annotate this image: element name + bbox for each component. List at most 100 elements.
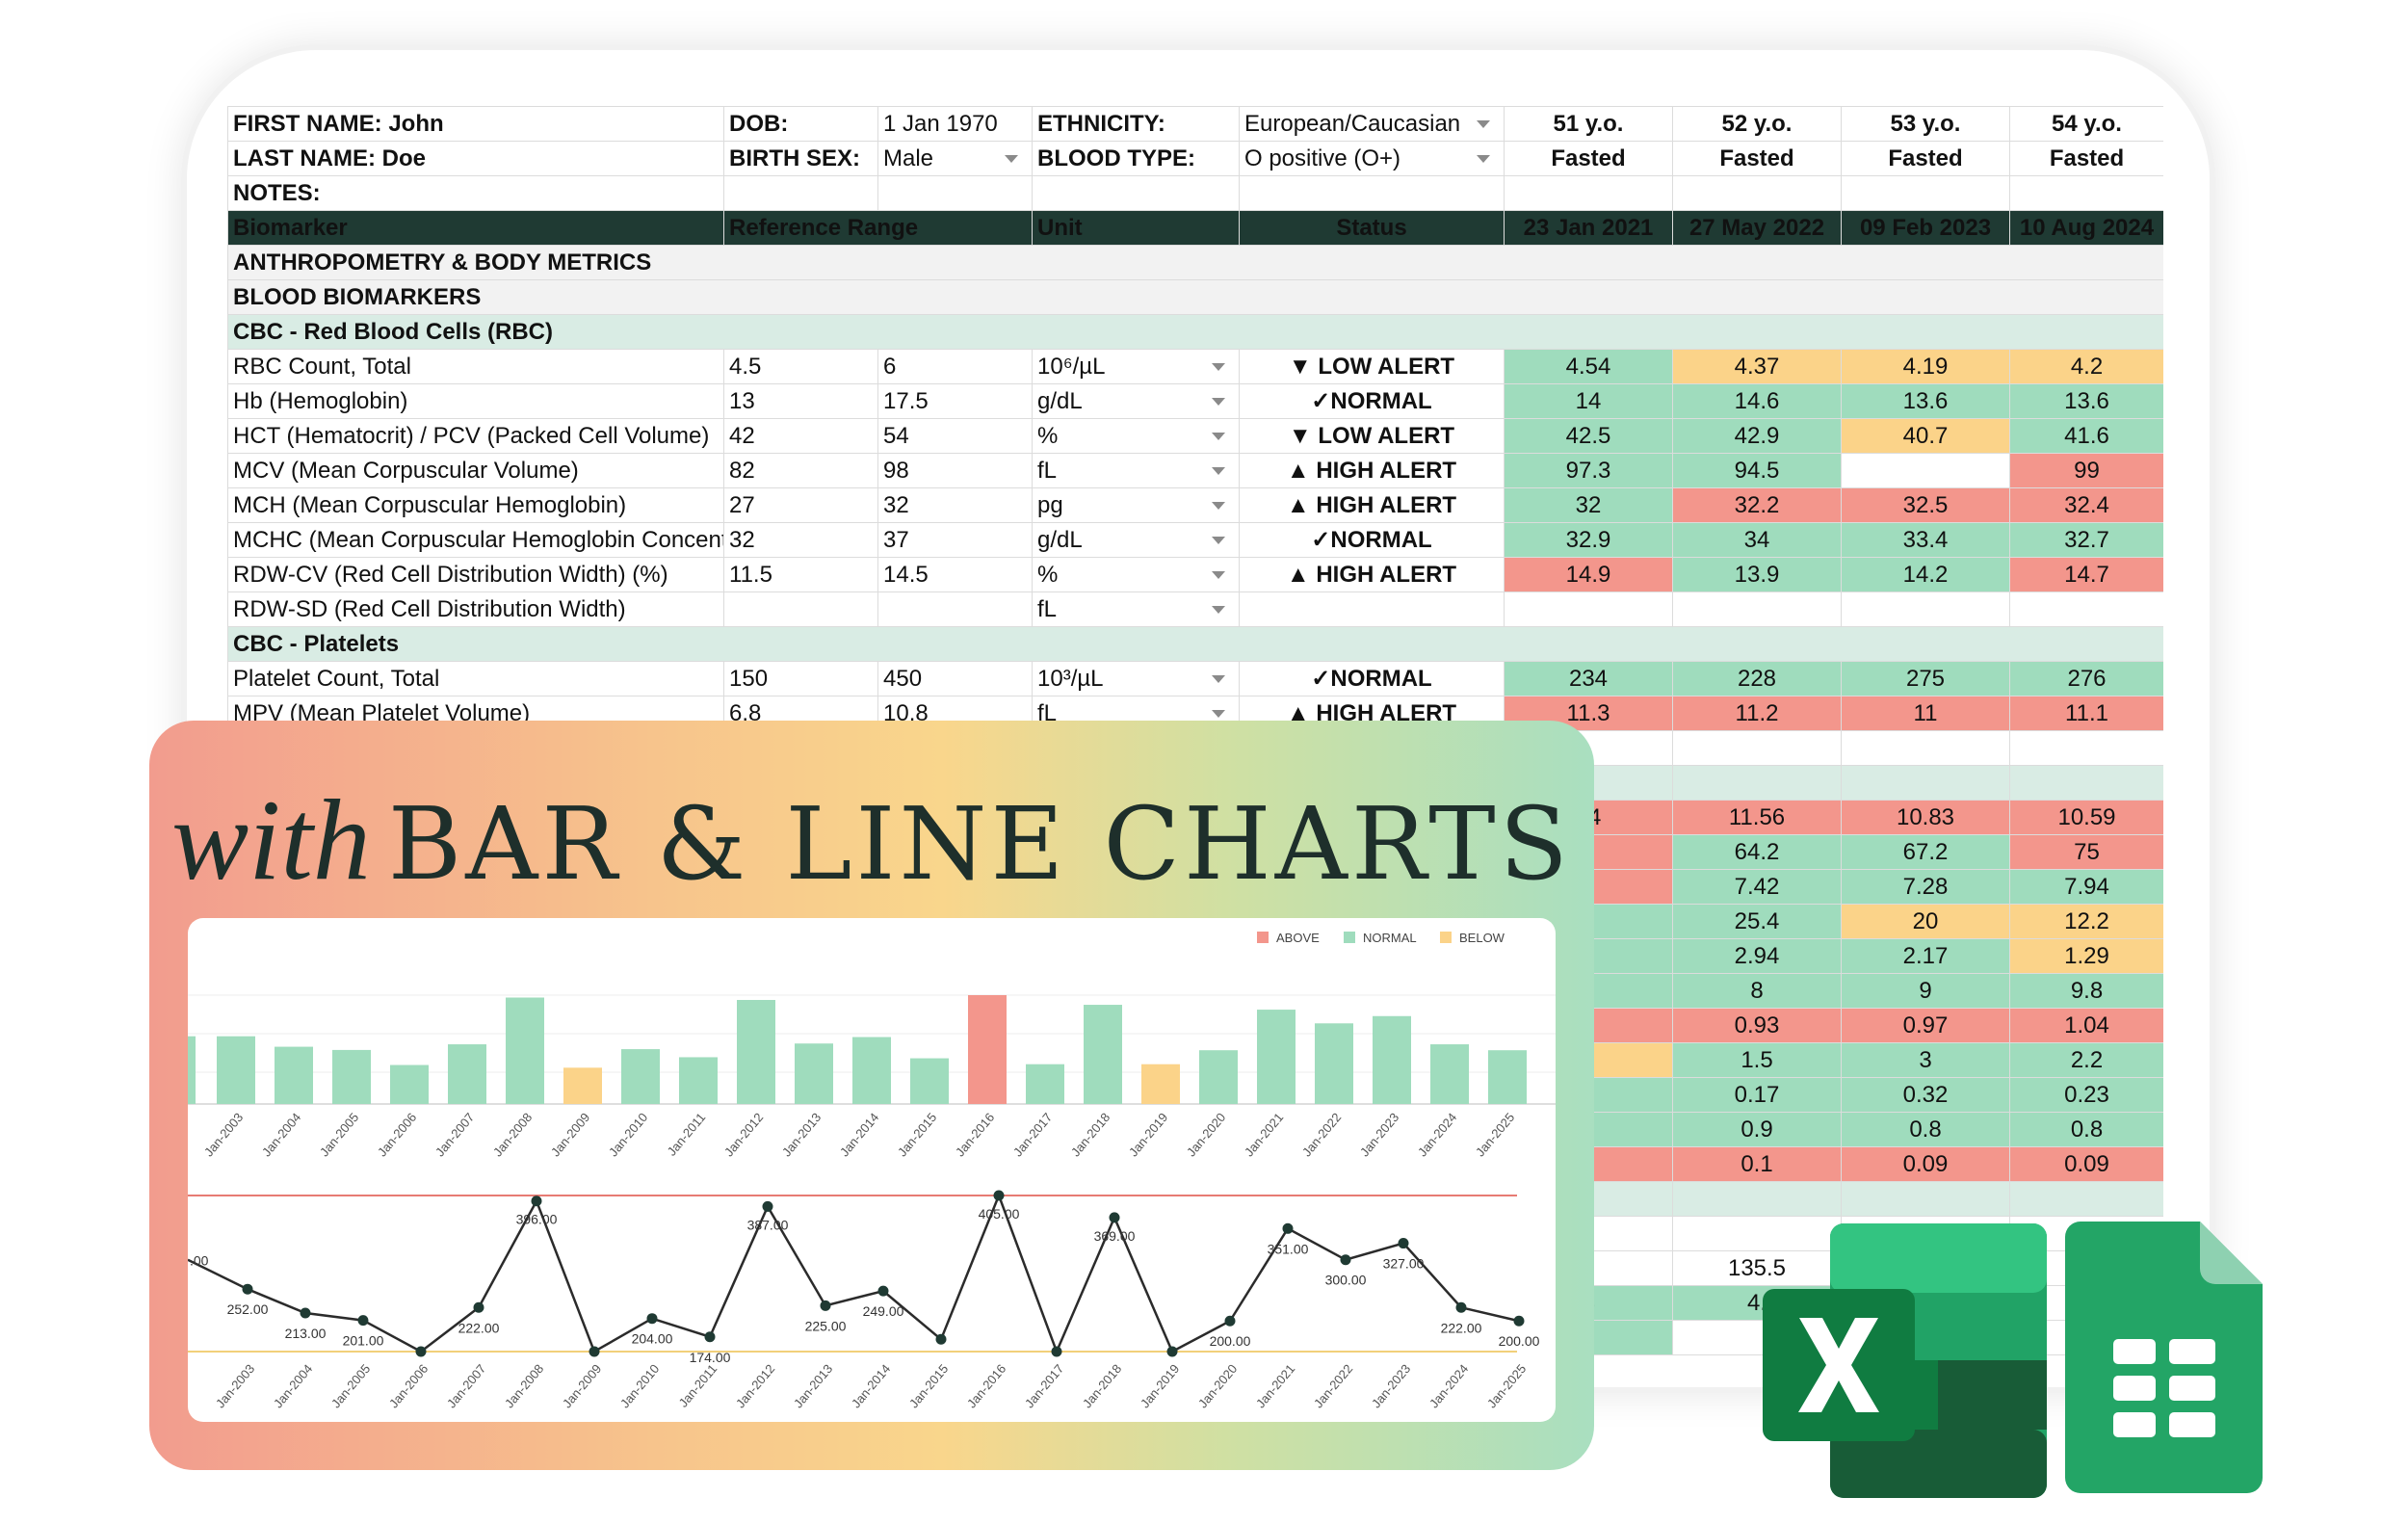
biomarker-name[interactable]: MCH (Mean Corpuscular Hemoglobin) (227, 487, 724, 523)
result-cell[interactable]: 14.7 (2009, 557, 2163, 592)
result-cell[interactable] (2009, 591, 2163, 627)
range-high[interactable]: 37 (877, 522, 1033, 558)
first-name[interactable]: FIRST NAME: John (227, 106, 724, 142)
result-cell[interactable]: 0.09 (1841, 1146, 2010, 1182)
result-cell[interactable]: 67.2 (1841, 834, 2010, 870)
biomarker-name[interactable]: MCHC (Mean Corpuscular Hemoglobin Concen… (227, 522, 724, 558)
result-cell[interactable]: 135.5 (1672, 1250, 1842, 1286)
range-low[interactable]: 11.5 (723, 557, 878, 592)
result-cell[interactable]: 228 (1672, 661, 1842, 696)
notes-label[interactable]: NOTES: (227, 175, 724, 211)
result-cell[interactable]: 1.29 (2009, 938, 2163, 974)
result-cell[interactable]: 11.2 (1672, 696, 1842, 731)
result-cell[interactable]: 13.6 (2009, 383, 2163, 419)
result-cell[interactable]: 4.19 (1841, 349, 2010, 384)
result-cell[interactable]: 14.9 (1504, 557, 1673, 592)
biomarker-name[interactable]: RDW-SD (Red Cell Distribution Width) (227, 591, 724, 627)
unit-select[interactable]: g/dL (1032, 383, 1240, 419)
unit-select[interactable]: 10⁶/µL (1032, 349, 1240, 384)
result-cell[interactable]: 12.2 (2009, 904, 2163, 939)
result-cell[interactable]: 32.2 (1672, 487, 1842, 523)
result-cell[interactable]: 0.32 (1841, 1077, 2010, 1113)
unit-select[interactable]: 10³/µL (1032, 661, 1240, 696)
range-low[interactable]: 42 (723, 418, 878, 454)
result-cell[interactable]: 1.04 (2009, 1008, 2163, 1043)
result-cell[interactable]: 14 (1504, 383, 1673, 419)
last-name[interactable]: LAST NAME: Doe (227, 141, 724, 176)
range-low[interactable]: 27 (723, 487, 878, 523)
result-cell[interactable]: 0.93 (1672, 1008, 1842, 1043)
blood-type-select[interactable]: O positive (O+) (1239, 141, 1505, 176)
range-low[interactable] (723, 591, 878, 627)
result-cell[interactable]: 9.8 (2009, 973, 2163, 1009)
result-cell[interactable] (1841, 453, 2010, 488)
result-cell[interactable]: 32.7 (2009, 522, 2163, 558)
result-cell[interactable]: 3 (1841, 1042, 2010, 1078)
result-cell[interactable]: 0.97 (1841, 1008, 2010, 1043)
result-cell[interactable]: 0.8 (1841, 1112, 2010, 1147)
result-cell[interactable] (1504, 591, 1673, 627)
result-cell[interactable]: 32.4 (2009, 487, 2163, 523)
result-cell[interactable]: 34 (1672, 522, 1842, 558)
sex-select[interactable]: Male (877, 141, 1033, 176)
unit-select[interactable]: g/dL (1032, 522, 1240, 558)
range-low[interactable]: 82 (723, 453, 878, 488)
result-cell[interactable]: 97.3 (1504, 453, 1673, 488)
range-high[interactable]: 54 (877, 418, 1033, 454)
biomarker-name[interactable]: RDW-CV (Red Cell Distribution Width) (%) (227, 557, 724, 592)
result-cell[interactable]: 2.17 (1841, 938, 2010, 974)
range-high[interactable] (877, 591, 1033, 627)
result-cell[interactable]: 10.59 (2009, 800, 2163, 835)
result-cell[interactable]: 32 (1504, 487, 1673, 523)
range-high[interactable]: 450 (877, 661, 1033, 696)
result-cell[interactable]: 20 (1841, 904, 2010, 939)
unit-select[interactable]: % (1032, 557, 1240, 592)
result-cell[interactable]: 9 (1841, 973, 2010, 1009)
result-cell[interactable] (1841, 591, 2010, 627)
biomarker-name[interactable]: Platelet Count, Total (227, 661, 724, 696)
result-cell[interactable]: 13.6 (1841, 383, 2010, 419)
result-cell[interactable]: 14.6 (1672, 383, 1842, 419)
unit-select[interactable]: fL (1032, 453, 1240, 488)
range-high[interactable]: 17.5 (877, 383, 1033, 419)
result-cell[interactable]: 4.54 (1504, 349, 1673, 384)
result-cell[interactable]: 275 (1841, 661, 2010, 696)
result-cell[interactable]: 11.1 (2009, 696, 2163, 731)
result-cell[interactable]: 25.4 (1672, 904, 1842, 939)
result-cell[interactable]: 0.8 (2009, 1112, 2163, 1147)
biomarker-name[interactable]: MCV (Mean Corpuscular Volume) (227, 453, 724, 488)
result-cell[interactable]: 0.9 (1672, 1112, 1842, 1147)
result-cell[interactable]: 94.5 (1672, 453, 1842, 488)
result-cell[interactable]: 276 (2009, 661, 2163, 696)
result-cell[interactable]: 8 (1672, 973, 1842, 1009)
result-cell[interactable]: 75 (2009, 834, 2163, 870)
range-high[interactable]: 32 (877, 487, 1033, 523)
result-cell[interactable]: 4.37 (1672, 349, 1842, 384)
result-cell[interactable]: 0.09 (2009, 1146, 2163, 1182)
range-high[interactable]: 98 (877, 453, 1033, 488)
range-low[interactable]: 150 (723, 661, 878, 696)
result-cell[interactable]: 14.2 (1841, 557, 2010, 592)
biomarker-name[interactable]: RBC Count, Total (227, 349, 724, 384)
result-cell[interactable]: 64.2 (1672, 834, 1842, 870)
result-cell[interactable]: 32.5 (1841, 487, 2010, 523)
unit-select[interactable]: % (1032, 418, 1240, 454)
range-low[interactable]: 13 (723, 383, 878, 419)
result-cell[interactable] (1672, 591, 1842, 627)
biomarker-name[interactable]: Hb (Hemoglobin) (227, 383, 724, 419)
result-cell[interactable]: 41.6 (2009, 418, 2163, 454)
unit-select[interactable]: fL (1032, 591, 1240, 627)
result-cell[interactable]: 7.28 (1841, 869, 2010, 905)
unit-select[interactable]: pg (1032, 487, 1240, 523)
result-cell[interactable]: 234 (1504, 661, 1673, 696)
result-cell[interactable]: 7.94 (2009, 869, 2163, 905)
result-cell[interactable]: 0.1 (1672, 1146, 1842, 1182)
biomarker-name[interactable]: HCT (Hematocrit) / PCV (Packed Cell Volu… (227, 418, 724, 454)
result-cell[interactable]: 40.7 (1841, 418, 2010, 454)
result-cell[interactable]: 99 (2009, 453, 2163, 488)
result-cell[interactable]: 1.5 (1672, 1042, 1842, 1078)
result-cell[interactable]: 0.23 (2009, 1077, 2163, 1113)
result-cell[interactable]: 42.5 (1504, 418, 1673, 454)
range-high[interactable]: 6 (877, 349, 1033, 384)
result-cell[interactable]: 7.42 (1672, 869, 1842, 905)
